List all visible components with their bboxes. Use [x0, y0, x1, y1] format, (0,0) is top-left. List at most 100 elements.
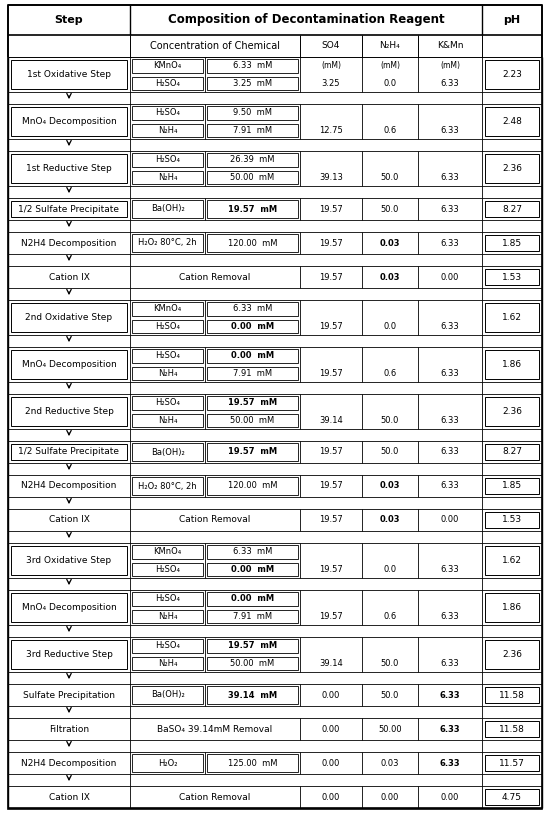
- Text: 8.27: 8.27: [502, 204, 522, 213]
- Text: 19.57: 19.57: [319, 322, 343, 330]
- Text: N₂H₄: N₂H₄: [158, 125, 177, 135]
- Bar: [207, 639, 298, 653]
- Text: 6.33: 6.33: [439, 724, 460, 733]
- Bar: [485, 350, 539, 379]
- Text: 0.03: 0.03: [379, 482, 400, 491]
- Bar: [207, 754, 298, 772]
- Text: Concentration of Chemical: Concentration of Chemical: [150, 41, 280, 51]
- Bar: [207, 414, 298, 427]
- Bar: [485, 755, 539, 771]
- Bar: [132, 124, 203, 137]
- Text: 125.00  mM: 125.00 mM: [228, 759, 277, 768]
- Text: 19.57: 19.57: [319, 239, 343, 247]
- Bar: [485, 60, 539, 89]
- Text: Composition of Decontamination Reagent: Composition of Decontamination Reagent: [168, 14, 444, 27]
- Text: N₂H₄: N₂H₄: [379, 42, 400, 50]
- Bar: [485, 721, 539, 737]
- Bar: [132, 170, 203, 184]
- Bar: [132, 349, 203, 362]
- Text: 0.00: 0.00: [322, 793, 340, 802]
- Text: 6.33: 6.33: [441, 448, 459, 457]
- Text: 12.75: 12.75: [319, 125, 343, 135]
- Text: 3.25  mM: 3.25 mM: [233, 79, 272, 88]
- Bar: [132, 443, 203, 461]
- Text: 1.86: 1.86: [502, 360, 522, 369]
- Bar: [132, 234, 203, 252]
- Text: BaSO₄ 39.14mM Removal: BaSO₄ 39.14mM Removal: [157, 724, 273, 733]
- Bar: [485, 687, 539, 703]
- Bar: [132, 77, 203, 90]
- Text: 1.86: 1.86: [502, 603, 522, 612]
- Text: H₂SO₄: H₂SO₄: [155, 398, 180, 407]
- Text: 0.03: 0.03: [379, 273, 400, 282]
- Text: 50.0: 50.0: [381, 173, 399, 182]
- Text: 39.13: 39.13: [319, 173, 343, 182]
- Text: 2nd Reductive Step: 2nd Reductive Step: [25, 407, 113, 416]
- Text: 1.85: 1.85: [502, 239, 522, 247]
- Text: 0.00: 0.00: [322, 724, 340, 733]
- Text: Cation Removal: Cation Removal: [179, 273, 251, 282]
- Text: 50.0: 50.0: [381, 204, 399, 213]
- Bar: [207, 592, 298, 606]
- Text: MnO₄ Decomposition: MnO₄ Decomposition: [21, 603, 117, 612]
- Text: MnO₄ Decomposition: MnO₄ Decomposition: [21, 360, 117, 369]
- Text: 50.0: 50.0: [381, 690, 399, 699]
- Text: H₂SO₄: H₂SO₄: [155, 352, 180, 361]
- Text: 6.33: 6.33: [441, 239, 459, 247]
- Text: 8.27: 8.27: [502, 448, 522, 457]
- Text: 7.91  mM: 7.91 mM: [233, 612, 272, 621]
- Bar: [132, 200, 203, 218]
- Text: 3rd Reductive Step: 3rd Reductive Step: [25, 650, 112, 659]
- Text: 6.33: 6.33: [441, 204, 459, 213]
- Text: 120.00  mM: 120.00 mM: [228, 239, 277, 247]
- Text: 19.57: 19.57: [319, 482, 343, 491]
- Bar: [11, 107, 127, 136]
- Text: 1.53: 1.53: [502, 273, 522, 282]
- Text: 9.50  mM: 9.50 mM: [233, 108, 272, 117]
- Text: 6.33: 6.33: [441, 659, 459, 667]
- Text: 19.57  mM: 19.57 mM: [228, 204, 277, 213]
- Bar: [132, 414, 203, 427]
- Bar: [485, 546, 539, 575]
- Text: 39.14: 39.14: [319, 416, 343, 425]
- Text: H₂O₂ 80°C, 2h: H₂O₂ 80°C, 2h: [138, 482, 197, 491]
- Text: 0.6: 0.6: [383, 369, 397, 378]
- Text: H₂O₂: H₂O₂: [158, 759, 177, 768]
- Bar: [207, 170, 298, 184]
- Text: 19.57: 19.57: [319, 515, 343, 524]
- Text: 50.00  mM: 50.00 mM: [230, 173, 274, 182]
- Bar: [132, 320, 203, 333]
- Bar: [11, 593, 127, 622]
- Bar: [485, 303, 539, 332]
- Text: 6.33: 6.33: [441, 565, 459, 574]
- Bar: [485, 235, 539, 251]
- Text: 19.57: 19.57: [319, 204, 343, 213]
- Bar: [485, 107, 539, 136]
- Bar: [485, 640, 539, 669]
- Text: 0.0: 0.0: [383, 322, 397, 330]
- Text: KMnO₄: KMnO₄: [153, 61, 182, 70]
- Bar: [132, 366, 203, 380]
- Text: (mM): (mM): [380, 61, 400, 70]
- Text: 0.00: 0.00: [381, 793, 399, 802]
- Text: KMnO₄: KMnO₄: [153, 304, 182, 313]
- Text: 0.03: 0.03: [379, 515, 400, 524]
- Bar: [11, 546, 127, 575]
- Text: Ba(OH)₂: Ba(OH)₂: [151, 204, 184, 213]
- Bar: [207, 153, 298, 167]
- Text: 1/2 Sulfate Precipitate: 1/2 Sulfate Precipitate: [19, 448, 119, 457]
- Bar: [485, 593, 539, 622]
- Bar: [132, 610, 203, 623]
- Text: 0.6: 0.6: [383, 612, 397, 621]
- Text: 0.00: 0.00: [441, 273, 459, 282]
- Text: 2.48: 2.48: [502, 117, 522, 126]
- Bar: [207, 610, 298, 623]
- Text: 0.0: 0.0: [383, 79, 397, 88]
- Bar: [207, 320, 298, 333]
- Text: 2.36: 2.36: [502, 407, 522, 416]
- Text: KMnO₄: KMnO₄: [153, 547, 182, 556]
- Bar: [485, 154, 539, 183]
- Text: 2.23: 2.23: [502, 70, 522, 79]
- Text: 0.0: 0.0: [383, 565, 397, 574]
- Text: 0.00: 0.00: [441, 515, 459, 524]
